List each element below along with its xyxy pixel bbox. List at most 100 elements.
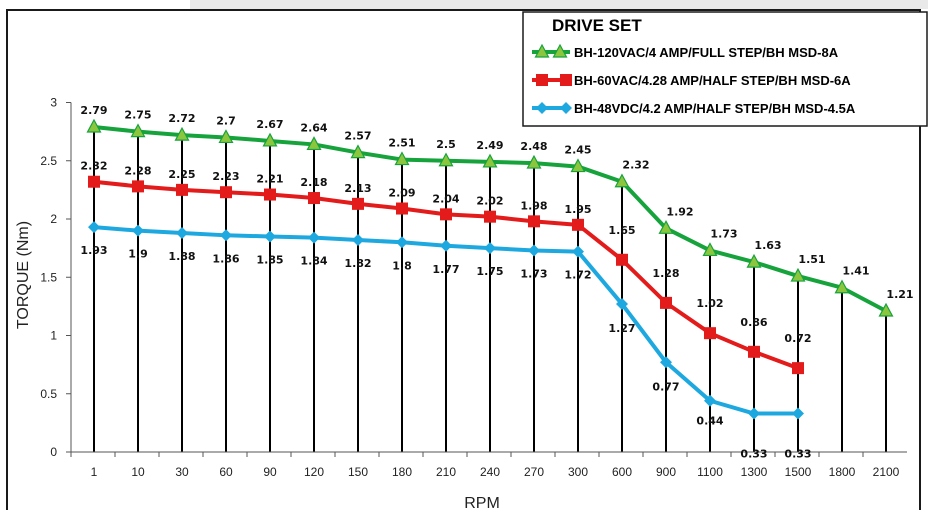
data-label: 1.9	[128, 248, 148, 261]
legend-entry-3: BH-48VDC/4.2 AMP/HALF STEP/BH MSD-4.5A	[574, 101, 856, 116]
chart-frame	[6, 9, 921, 510]
y-axis-title: TORQUE (Nm)	[15, 221, 32, 329]
legend-marker	[560, 102, 572, 114]
series-2-marker	[132, 180, 144, 193]
series-1-marker	[130, 123, 146, 138]
x-tick-label: 600	[612, 465, 632, 479]
y-tick-label: 2.5	[40, 154, 57, 168]
x-tick-label: 180	[392, 465, 412, 479]
legend-entry-2: BH-60VAC/4.28 AMP/HALF STEP/BH MSD-6A	[574, 73, 851, 88]
series-3-marker	[264, 230, 276, 243]
data-label: 1.77	[432, 263, 459, 276]
series-2-marker	[616, 253, 628, 266]
x-tick-label: 1500	[785, 465, 812, 479]
series-3-marker	[572, 245, 584, 258]
x-tick-label: 90	[263, 465, 277, 479]
x-tick-label: 10	[131, 465, 145, 479]
data-label: 1.88	[168, 250, 195, 263]
series-layer	[86, 118, 894, 420]
x-tick-label: 2100	[873, 465, 900, 479]
data-label: 1.21	[886, 288, 913, 301]
series-2-marker	[396, 202, 408, 215]
series-2-marker	[220, 186, 232, 199]
series-1-marker	[438, 152, 454, 167]
y-tick-label: 2	[50, 212, 57, 226]
x-axis-title: RPM	[464, 495, 500, 510]
data-label: 2.7	[216, 114, 236, 127]
series-2-marker	[748, 345, 760, 358]
data-label: 2.02	[476, 195, 503, 208]
series-1-marker	[878, 302, 894, 317]
series-3-marker	[440, 239, 452, 252]
series-3-marker	[616, 298, 628, 311]
data-label: 2.23	[212, 170, 239, 183]
legend-box	[522, 11, 928, 127]
data-label: 1.98	[520, 199, 547, 212]
data-label: 1.82	[344, 257, 371, 270]
data-label: 2.57	[344, 130, 371, 143]
data-label: 2.49	[476, 139, 503, 152]
data-label: 1.27	[608, 322, 635, 335]
data-label: 1.41	[842, 265, 869, 278]
series-3-marker	[748, 407, 760, 420]
series-1-marker	[790, 267, 806, 282]
series-3-marker	[660, 356, 672, 369]
x-tick-label: 30	[175, 465, 189, 479]
data-label: 0.33	[784, 448, 811, 461]
series-1-marker	[482, 153, 498, 168]
series-1-marker	[262, 132, 278, 147]
data-label: 2.5	[436, 138, 456, 151]
series-1-marker	[834, 279, 850, 294]
series-3-marker	[88, 221, 100, 234]
x-tick-label: 1800	[829, 465, 856, 479]
series-2-marker	[264, 188, 276, 201]
data-label: 2.18	[300, 176, 327, 189]
data-label: 1.95	[564, 203, 591, 216]
data-label: 2.25	[168, 168, 195, 181]
series-2-marker	[308, 192, 320, 205]
series-1-marker	[306, 136, 322, 151]
data-label: 1.02	[696, 297, 723, 310]
series-1-marker	[702, 242, 718, 257]
series-1-marker	[614, 173, 630, 188]
data-label: 0.72	[784, 332, 811, 345]
x-tick-label: 60	[219, 465, 233, 479]
series-2-marker	[484, 210, 496, 223]
data-label: 2.51	[388, 137, 415, 150]
series-3-marker	[176, 226, 188, 239]
x-tick-label: 900	[656, 465, 676, 479]
data-label: 2.48	[520, 140, 547, 153]
data-label: 1.84	[300, 255, 327, 268]
data-label: 2.21	[256, 173, 283, 186]
legend-entry-1: BH-120VAC/4 AMP/FULL STEP/BH MSD-8A	[574, 45, 839, 60]
legend-marker	[536, 74, 548, 86]
axes: 0 0.5 1 1.5 2 2.5 3 1 10 30 60 90 120 150 180 210 240 270…	[40, 96, 907, 479]
x-tick-label: 120	[304, 465, 324, 479]
legend: DRIVE SET BH-120VAC/4 AMP/FULL STEP/BH M…	[522, 11, 928, 127]
series-1-marker	[218, 129, 234, 144]
x-tick-label: 1300	[741, 465, 768, 479]
data-label: 1.73	[520, 267, 547, 280]
data-label: 1.8	[392, 259, 412, 272]
legend-marker	[560, 74, 572, 86]
series-3-marker	[132, 224, 144, 237]
series-2-marker	[440, 208, 452, 221]
series-1-marker	[570, 158, 586, 173]
data-label: 2.64	[300, 121, 327, 134]
series-2-marker	[528, 215, 540, 228]
series-2-marker	[572, 218, 584, 231]
y-tick-label: 3	[50, 96, 57, 110]
data-label: 2.09	[388, 187, 415, 200]
data-label: 1.86	[212, 252, 239, 265]
data-label: 0.33	[740, 448, 767, 461]
series-3-marker	[484, 242, 496, 255]
x-tick-label: 150	[348, 465, 368, 479]
series-3-marker	[528, 244, 540, 257]
series-1-marker	[86, 118, 102, 133]
data-label: 2.32	[80, 160, 107, 173]
x-tick-label: 270	[524, 465, 544, 479]
data-label: 2.28	[124, 164, 151, 177]
series-1-marker	[746, 253, 762, 268]
series-3-marker	[704, 394, 716, 407]
data-label: 1.93	[80, 244, 107, 257]
